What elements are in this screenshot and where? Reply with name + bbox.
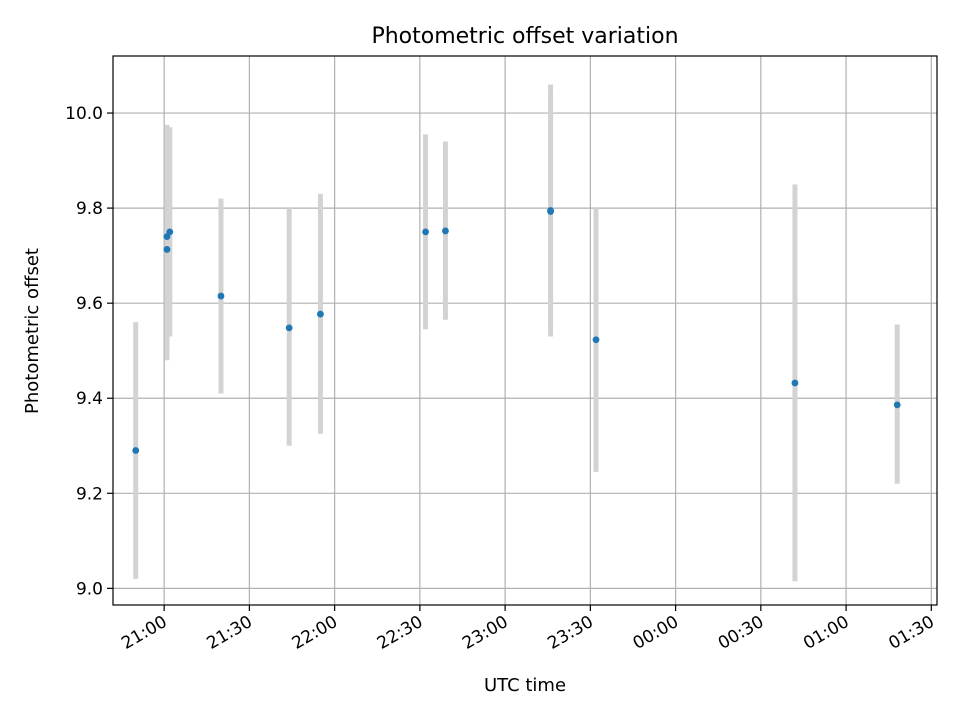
data-point — [791, 379, 799, 387]
x-tick-label: 00:30 — [715, 612, 767, 654]
x-tick-label: 01:00 — [800, 612, 852, 654]
plot-frame — [112, 55, 938, 606]
data-point — [166, 228, 174, 236]
data-point — [163, 246, 171, 253]
x-tick-label: 00:00 — [630, 612, 682, 654]
x-axis-label: UTC time — [484, 675, 566, 696]
grid-lines — [113, 56, 937, 605]
y-tick-label: 10.0 — [65, 104, 103, 124]
data-points — [132, 207, 901, 454]
x-axis-ticks: 21:00 21:30 22:00 22:30 23:00 23:30 00:00 00:30… — [118, 605, 938, 654]
y-tick-label: 9.8 — [76, 199, 103, 219]
data-point — [285, 324, 293, 332]
data-point — [422, 228, 429, 236]
data-point — [317, 310, 324, 318]
y-tick-label: 9.6 — [76, 294, 103, 314]
data-point — [132, 447, 140, 454]
y-axis-label: Photometric offset — [22, 248, 43, 414]
x-tick-label: 23:00 — [459, 612, 511, 654]
y-axis-ticks: 9.0 9.2 9.4 9.6 9.8 10.0 — [65, 104, 113, 599]
x-tick-label: 22:00 — [289, 612, 341, 654]
y-tick-label: 9.2 — [76, 484, 103, 504]
data-point — [442, 227, 449, 235]
data-point — [547, 207, 554, 214]
y-tick-label: 9.0 — [76, 579, 103, 599]
x-tick-label: 23:30 — [544, 612, 596, 654]
x-tick-label: 22:30 — [374, 612, 426, 654]
data-point — [217, 292, 225, 300]
chart-title: Photometric offset variation — [371, 24, 678, 49]
y-tick-label: 9.4 — [76, 389, 103, 409]
data-point — [893, 401, 901, 409]
data-point — [592, 336, 600, 344]
x-tick-label: 01:30 — [885, 612, 937, 654]
x-tick-label: 21:30 — [203, 612, 255, 654]
x-tick-label: 21:00 — [118, 612, 170, 654]
